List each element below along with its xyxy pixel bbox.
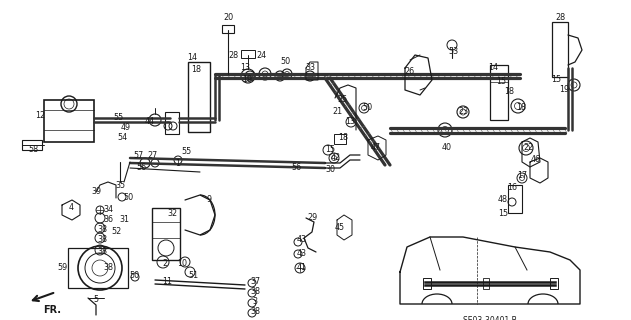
Text: 45: 45	[335, 223, 345, 233]
Text: 4: 4	[69, 203, 73, 212]
Text: 10: 10	[177, 259, 187, 268]
Text: 50: 50	[129, 270, 139, 279]
Text: 50: 50	[280, 58, 290, 67]
Text: 21: 21	[332, 108, 342, 116]
Bar	[334, 134, 346, 144]
Bar	[165, 112, 179, 134]
Text: 47: 47	[371, 143, 381, 153]
Text: 33: 33	[305, 63, 315, 73]
Text: 51: 51	[188, 270, 198, 279]
Text: 38: 38	[97, 247, 107, 257]
Text: 50: 50	[362, 103, 372, 113]
Text: 24: 24	[256, 51, 266, 60]
Text: 53: 53	[448, 47, 458, 57]
Bar	[508, 185, 522, 213]
Text: 55: 55	[113, 114, 123, 123]
Text: 18: 18	[338, 133, 348, 142]
Text: 59: 59	[58, 263, 68, 273]
Bar	[68, 248, 128, 288]
Text: 38: 38	[250, 308, 260, 316]
Text: 55: 55	[181, 148, 191, 156]
Text: 15: 15	[551, 76, 561, 84]
Text: 15: 15	[496, 77, 506, 86]
Text: 19: 19	[559, 85, 569, 94]
Text: 18: 18	[516, 103, 526, 113]
Text: 58: 58	[28, 146, 38, 155]
Text: 3: 3	[252, 298, 257, 307]
Text: 17: 17	[517, 171, 527, 180]
Text: 43: 43	[297, 249, 307, 258]
Text: 32: 32	[167, 209, 177, 218]
Text: 1: 1	[175, 158, 180, 167]
Text: 38: 38	[103, 263, 113, 273]
Bar	[423, 278, 431, 289]
Text: 2: 2	[162, 259, 168, 268]
Bar	[550, 278, 558, 289]
Text: 31: 31	[119, 215, 129, 225]
Text: 38: 38	[250, 287, 260, 297]
Text: 26: 26	[404, 68, 414, 76]
Text: 54: 54	[117, 133, 127, 142]
Text: 49: 49	[121, 124, 131, 132]
Text: 56: 56	[291, 164, 301, 172]
Text: 28: 28	[228, 51, 238, 60]
Bar	[483, 278, 489, 289]
Text: 57: 57	[134, 151, 144, 161]
Bar	[222, 25, 234, 33]
Text: 15: 15	[325, 146, 335, 155]
Text: 27: 27	[147, 151, 157, 161]
Text: 20: 20	[223, 13, 233, 22]
Text: 56: 56	[136, 164, 146, 172]
Text: 15: 15	[498, 209, 508, 218]
Text: 14: 14	[488, 63, 498, 73]
Text: 9: 9	[206, 196, 211, 204]
Text: 18: 18	[504, 87, 514, 97]
Text: 25: 25	[337, 95, 347, 105]
Text: 46: 46	[531, 156, 541, 164]
Text: SE03-30401 B: SE03-30401 B	[463, 316, 517, 320]
Text: 34: 34	[103, 205, 113, 214]
Bar	[152, 208, 180, 260]
Text: 19: 19	[242, 76, 252, 84]
Text: 30: 30	[325, 165, 335, 174]
Bar	[22, 140, 42, 150]
Text: 38: 38	[97, 236, 107, 244]
Text: 13: 13	[345, 117, 355, 126]
Text: 41: 41	[297, 263, 307, 273]
Bar	[44, 100, 94, 142]
Text: 14: 14	[187, 53, 197, 62]
Bar	[490, 65, 508, 120]
Text: 42: 42	[331, 154, 341, 163]
Text: 44: 44	[145, 117, 155, 126]
Text: 40: 40	[442, 143, 452, 153]
Text: 39: 39	[91, 188, 101, 196]
Text: 52: 52	[111, 228, 121, 236]
Text: 11: 11	[162, 277, 172, 286]
Text: 35: 35	[115, 180, 125, 189]
Text: 43: 43	[297, 236, 307, 244]
Text: 5: 5	[93, 295, 98, 305]
Text: 12: 12	[35, 111, 45, 121]
Text: 18: 18	[191, 66, 201, 75]
Bar	[552, 22, 568, 77]
Bar	[241, 50, 255, 58]
Text: 28: 28	[555, 13, 565, 22]
Bar	[188, 62, 210, 132]
Text: 22: 22	[523, 143, 533, 153]
Text: 50: 50	[123, 194, 133, 203]
Text: FR.: FR.	[43, 305, 61, 315]
Text: 48: 48	[498, 196, 508, 204]
Text: 38: 38	[97, 226, 107, 235]
Text: 16: 16	[507, 183, 517, 193]
Text: 13: 13	[240, 63, 250, 73]
Text: 37: 37	[250, 277, 260, 286]
Text: 36: 36	[103, 215, 113, 225]
Text: 29: 29	[307, 213, 317, 222]
Text: 23: 23	[458, 108, 468, 116]
